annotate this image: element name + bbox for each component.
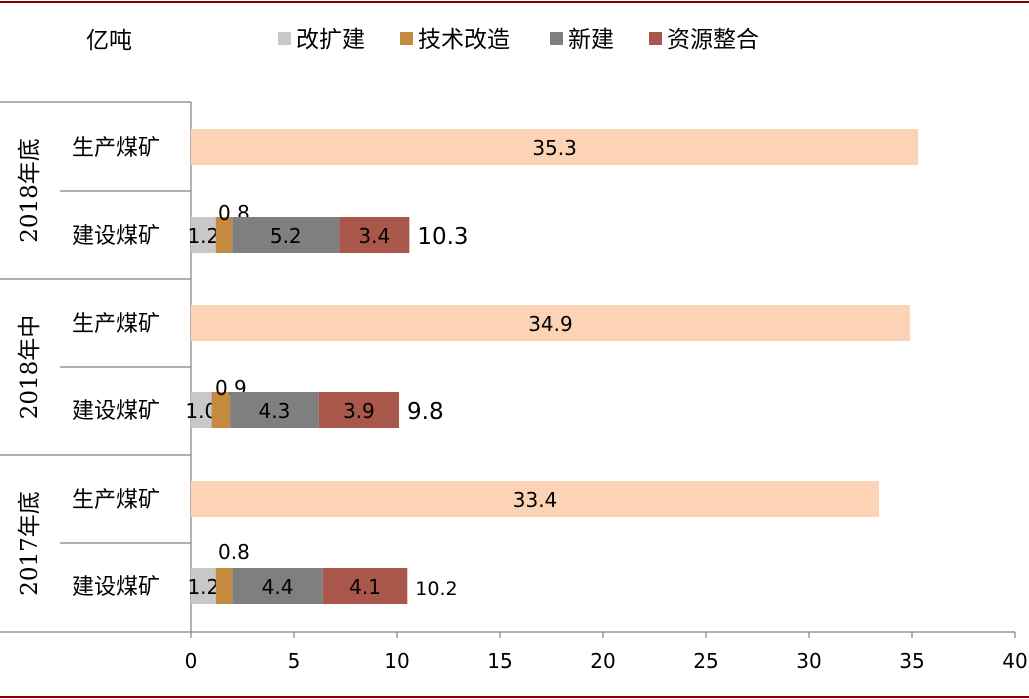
x-tick-label: 5: [288, 649, 301, 673]
bar-segment: [215, 568, 233, 604]
data-label: 5.2: [270, 224, 302, 248]
total-label: 10.2: [415, 578, 457, 600]
category-label: 生产煤矿: [72, 312, 160, 337]
category-label: 建设煤矿: [72, 224, 160, 249]
bar: [191, 481, 880, 517]
bar-segment: [339, 217, 410, 253]
data-label: 35.3: [532, 136, 577, 160]
bar-segment: [232, 217, 340, 253]
x-tick-label: 25: [693, 649, 718, 673]
x-tick-label: 30: [796, 649, 821, 673]
x-tick-label: 40: [1002, 649, 1027, 673]
bar-segment: [191, 568, 216, 604]
category-frame: 2018年底 2018年中 2017年底: [0, 101, 192, 633]
x-axis: 0 5 10 15 20 25 30 35 40: [185, 631, 1028, 673]
legend: 改扩建 技术改造 新建 资源整合: [278, 27, 759, 53]
bar-segment: [230, 392, 319, 428]
data-label: 3.9: [343, 399, 375, 423]
x-tick-label: 35: [899, 649, 924, 673]
legend-swatch: [550, 32, 563, 45]
category-label: 生产煤矿: [72, 488, 160, 513]
bar-segment: [211, 392, 231, 428]
data-label: 4.1: [349, 575, 381, 599]
category-label: 建设煤矿: [72, 399, 160, 424]
bar-segment: [191, 392, 212, 428]
data-label: 3.4: [358, 224, 390, 248]
bar: [191, 129, 919, 165]
data-label: 4.3: [259, 399, 291, 423]
bar-segment: [215, 217, 233, 253]
bars: 生产煤矿 35.3 建设煤矿 1.2 0.8 5.2 3.4 10.3 生产煤矿 34.9 建设煤矿…: [72, 129, 919, 604]
x-tick-label: 0: [185, 649, 198, 673]
bar-segment: [318, 392, 400, 428]
data-label: 1.2: [187, 575, 219, 599]
data-label: 4.4: [262, 575, 294, 599]
group-label: 2017年底: [17, 491, 43, 596]
total-label: 9.8: [407, 399, 444, 425]
bar: [191, 305, 910, 341]
bar-segment: [232, 568, 323, 604]
x-tick-label: 15: [487, 649, 512, 673]
legend-label: 改扩建: [296, 27, 365, 53]
group-label: 2018年底: [17, 138, 43, 243]
legend-label: 技术改造: [418, 27, 510, 53]
data-label: 33.4: [513, 488, 558, 512]
legend-swatch: [278, 32, 291, 45]
group-label: 2018年中: [17, 315, 43, 420]
data-label: 34.9: [528, 312, 573, 336]
legend-label: 资源整合: [667, 27, 759, 53]
bar-segment: [322, 568, 408, 604]
unit-label: 亿吨: [86, 28, 132, 54]
bar-segment: [191, 217, 216, 253]
legend-label: 新建: [568, 27, 614, 53]
category-label: 建设煤矿: [72, 575, 160, 600]
data-label: 1.2: [187, 224, 219, 248]
legend-swatch: [649, 32, 662, 45]
legend-swatch: [400, 32, 413, 45]
x-tick-label: 20: [590, 649, 615, 673]
total-label: 10.3: [417, 224, 468, 250]
x-tick-label: 10: [384, 649, 409, 673]
data-label: 0.8: [218, 540, 250, 564]
category-label: 生产煤矿: [72, 136, 160, 161]
